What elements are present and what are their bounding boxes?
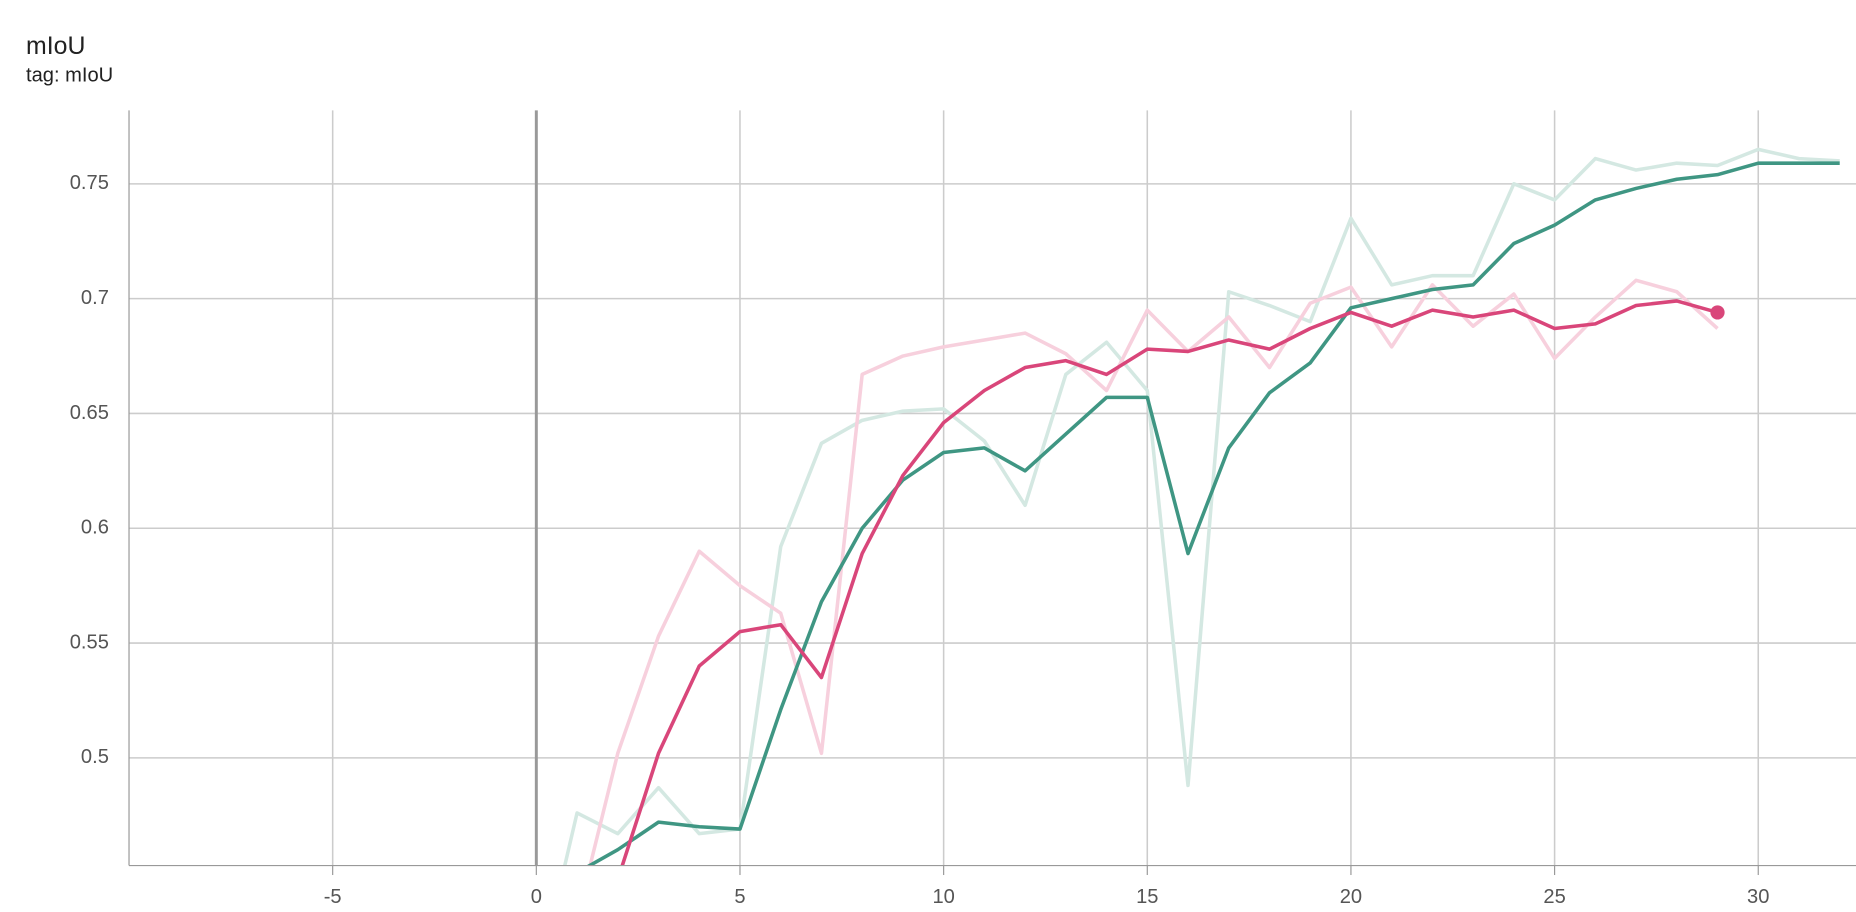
plot-area	[562, 147, 1840, 866]
series-line	[562, 147, 1840, 866]
x-tick-label: 15	[1136, 886, 1158, 908]
chart-title: mIoU	[26, 33, 85, 60]
x-tick-label: 10	[932, 886, 954, 908]
x-tick-label: 5	[734, 886, 745, 908]
grid	[129, 110, 1856, 866]
chart-subtitle: tag: mIoU	[26, 64, 113, 86]
series-line	[620, 299, 1718, 866]
y-tick-label: 0.6	[81, 517, 109, 539]
x-tick-label: 30	[1747, 886, 1769, 908]
x-tick-label: -5	[324, 886, 342, 908]
end-marker	[1710, 305, 1725, 320]
series-line	[586, 161, 1840, 866]
y-tick-label: 0.7	[81, 287, 109, 309]
y-tick-label: 0.55	[70, 631, 109, 653]
x-tick-label: 0	[531, 886, 542, 908]
y-tick-label: 0.65	[70, 402, 109, 424]
x-tick-label: 20	[1340, 886, 1362, 908]
y-tick-label: 0.5	[81, 746, 109, 768]
y-tick-label: 0.75	[70, 172, 109, 194]
x-tick-label: 25	[1543, 886, 1565, 908]
